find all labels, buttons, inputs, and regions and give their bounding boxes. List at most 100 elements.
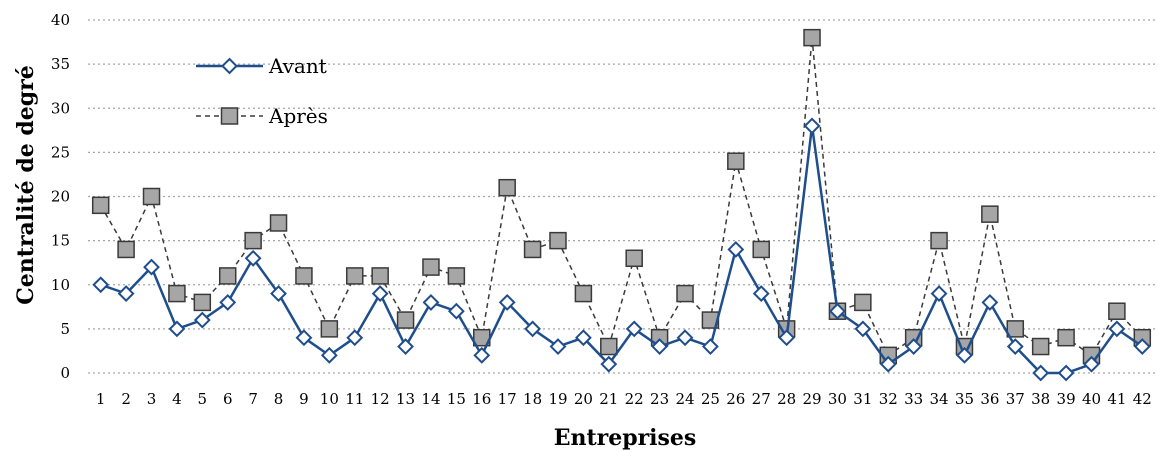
data-point-apres [371, 267, 389, 285]
series-avant [92, 117, 1151, 382]
x-tick-label: 40 [1082, 390, 1101, 408]
data-point-avant [752, 285, 770, 302]
x-axis-ticks: 1 2 3 4 5 6 7 8 9 10 11 12 13 14 15 16 17 18 19 20 21 22 23 24 2… [96, 390, 1152, 408]
y-tick-label: 25 [51, 143, 70, 161]
data-point-avant [549, 338, 567, 355]
x-tick-label: 16 [472, 390, 491, 408]
data-point-avant [92, 276, 110, 294]
data-point-avant [702, 338, 719, 355]
x-tick-label: 36 [980, 390, 999, 408]
data-point-avant [803, 117, 821, 135]
x-tick-label: 37 [1006, 390, 1025, 408]
data-point-apres [574, 284, 593, 303]
x-tick-label: 7 [248, 390, 258, 408]
data-point-apres [142, 187, 161, 206]
data-point-avant [1006, 338, 1024, 355]
data-point-apres [1108, 302, 1126, 320]
data-point-apres [854, 293, 872, 312]
series-line [100, 125, 1144, 375]
data-point-apres [498, 178, 516, 197]
x-tick-label: 24 [675, 390, 694, 408]
data-point-apres [218, 267, 237, 285]
data-point-avant [219, 293, 237, 311]
data-point-apres [981, 205, 999, 223]
x-tick-label: 25 [701, 390, 720, 408]
x-tick-label: 35 [955, 390, 974, 408]
x-tick-label: 14 [421, 390, 440, 408]
x-tick-label: 34 [930, 390, 949, 408]
data-point-apres [320, 320, 339, 338]
data-point-avant [1057, 364, 1075, 382]
data-point-apres [803, 28, 821, 47]
y-axis-ticks: 0 5 10 15 20 25 30 35 40 [51, 11, 70, 382]
x-tick-label: 26 [726, 390, 745, 408]
data-point-avant [930, 285, 948, 302]
x-tick-label: 10 [320, 390, 339, 408]
square-marker-icon [220, 107, 239, 125]
data-point-apres [168, 284, 186, 303]
legend-label-avant: Avant [268, 54, 327, 78]
data-point-avant [1083, 355, 1100, 373]
legend-item-apres: Après [196, 104, 328, 128]
data-point-avant [422, 293, 440, 311]
series-layer [91, 28, 1152, 382]
x-tick-label: 5 [198, 390, 208, 408]
x-tick-label: 17 [498, 390, 517, 408]
legend: Avant Après [196, 54, 328, 128]
data-point-avant [397, 338, 414, 355]
diamond-marker-icon [221, 57, 238, 75]
data-point-apres [396, 311, 415, 329]
legend-label-apres: Après [268, 104, 328, 128]
x-tick-label: 9 [299, 390, 309, 408]
data-point-apres [269, 214, 288, 232]
data-point-apres [727, 152, 745, 170]
data-point-apres [676, 284, 694, 303]
x-tick-label: 30 [828, 390, 847, 408]
data-point-avant [295, 329, 313, 347]
data-point-avant [524, 320, 541, 338]
data-point-apres [930, 231, 948, 250]
x-tick-label: 21 [599, 390, 618, 408]
data-point-apres [295, 267, 313, 285]
x-tick-label: 13 [396, 390, 415, 408]
data-point-avant [346, 329, 364, 347]
x-tick-label: 22 [625, 390, 644, 408]
x-tick-label: 12 [371, 390, 390, 408]
data-point-avant [447, 302, 465, 320]
x-tick-label: 20 [574, 390, 593, 408]
data-point-avant [676, 329, 694, 347]
data-point-avant [1032, 364, 1050, 382]
x-tick-label: 15 [447, 390, 466, 408]
x-tick-label: 23 [650, 390, 669, 408]
x-tick-label: 32 [879, 390, 898, 408]
data-point-avant [1133, 338, 1151, 355]
data-point-apres [346, 267, 364, 285]
data-point-avant [981, 293, 999, 311]
y-tick-label: 10 [51, 276, 70, 294]
data-point-avant [168, 320, 186, 338]
data-point-apres [600, 337, 618, 356]
x-tick-label: 11 [345, 390, 364, 408]
x-tick-label: 2 [121, 390, 131, 408]
x-tick-label: 38 [1031, 390, 1050, 408]
data-point-avant [320, 346, 338, 364]
data-point-apres [549, 231, 567, 250]
x-tick-label: 4 [172, 390, 182, 408]
x-tick-label: 8 [274, 390, 284, 408]
data-point-avant [371, 285, 389, 302]
x-tick-label: 27 [752, 390, 771, 408]
series-apres [91, 28, 1152, 365]
x-tick-label: 39 [1057, 390, 1076, 408]
x-tick-label: 6 [223, 390, 233, 408]
x-axis-title: Entreprises [554, 425, 697, 451]
data-point-avant [778, 329, 796, 347]
y-tick-label: 15 [51, 232, 70, 250]
y-tick-label: 20 [51, 188, 70, 206]
data-point-avant [473, 346, 491, 364]
legend-item-avant: Avant [196, 54, 327, 78]
data-point-apres [752, 240, 770, 259]
data-point-avant [829, 302, 846, 320]
data-point-apres [91, 196, 110, 215]
data-point-avant [498, 293, 516, 311]
